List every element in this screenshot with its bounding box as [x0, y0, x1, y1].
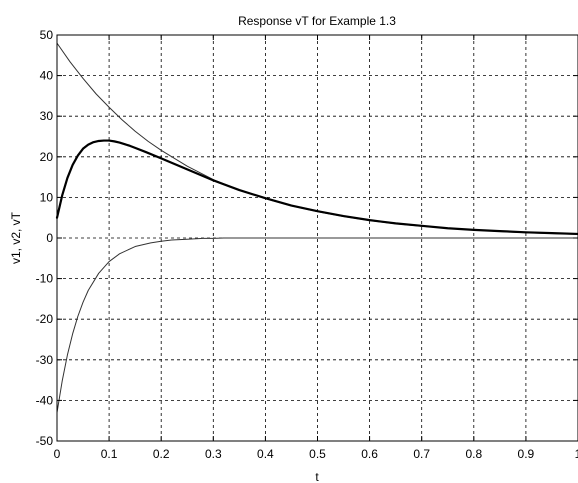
x-tick-label: 0.8	[465, 447, 482, 461]
y-tick-label: -50	[36, 434, 54, 448]
y-tick-label: -40	[36, 393, 54, 407]
y-tick-label: 10	[40, 190, 54, 204]
y-tick-label: -20	[36, 312, 54, 326]
x-tick-label: 0.1	[101, 447, 118, 461]
x-tick-label: 0.7	[413, 447, 430, 461]
y-tick-label: 20	[40, 150, 54, 164]
x-tick-label: 0.5	[309, 447, 326, 461]
x-axis-label: t	[315, 470, 319, 483]
x-tick-label: 0.4	[257, 447, 274, 461]
tick-marks	[56, 34, 578, 442]
series-line-3	[55, 139, 578, 236]
x-tick-label: 0.6	[361, 447, 378, 461]
series-group	[55, 42, 578, 414]
x-tick-label: 0	[54, 447, 61, 461]
y-tick-label: 0	[46, 231, 53, 245]
x-tick-label: 0.2	[153, 447, 170, 461]
chart-title: Response vT for Example 1.3	[238, 14, 396, 28]
y-tick-label: -30	[36, 353, 54, 367]
y-tick-labels: -50 -40 -30 -20 -10 0 10 20 30 40 50	[36, 28, 54, 448]
y-tick-label: -10	[36, 272, 54, 286]
x-tick-label: 1	[575, 447, 578, 461]
y-axis-label: v1, v2, vT	[9, 211, 23, 264]
x-tick-label: 0.9	[518, 447, 535, 461]
y-tick-label: 30	[40, 109, 54, 123]
x-tick-label: 0.3	[205, 447, 222, 461]
x-tick-labels: 0 0.1 0.2 0.3 0.4 0.5 0.6 0.7 0.8 0.9 1	[54, 447, 578, 461]
y-tick-label: 40	[40, 69, 54, 83]
series-line-2	[56, 237, 578, 414]
y-tick-label: 50	[40, 28, 54, 42]
